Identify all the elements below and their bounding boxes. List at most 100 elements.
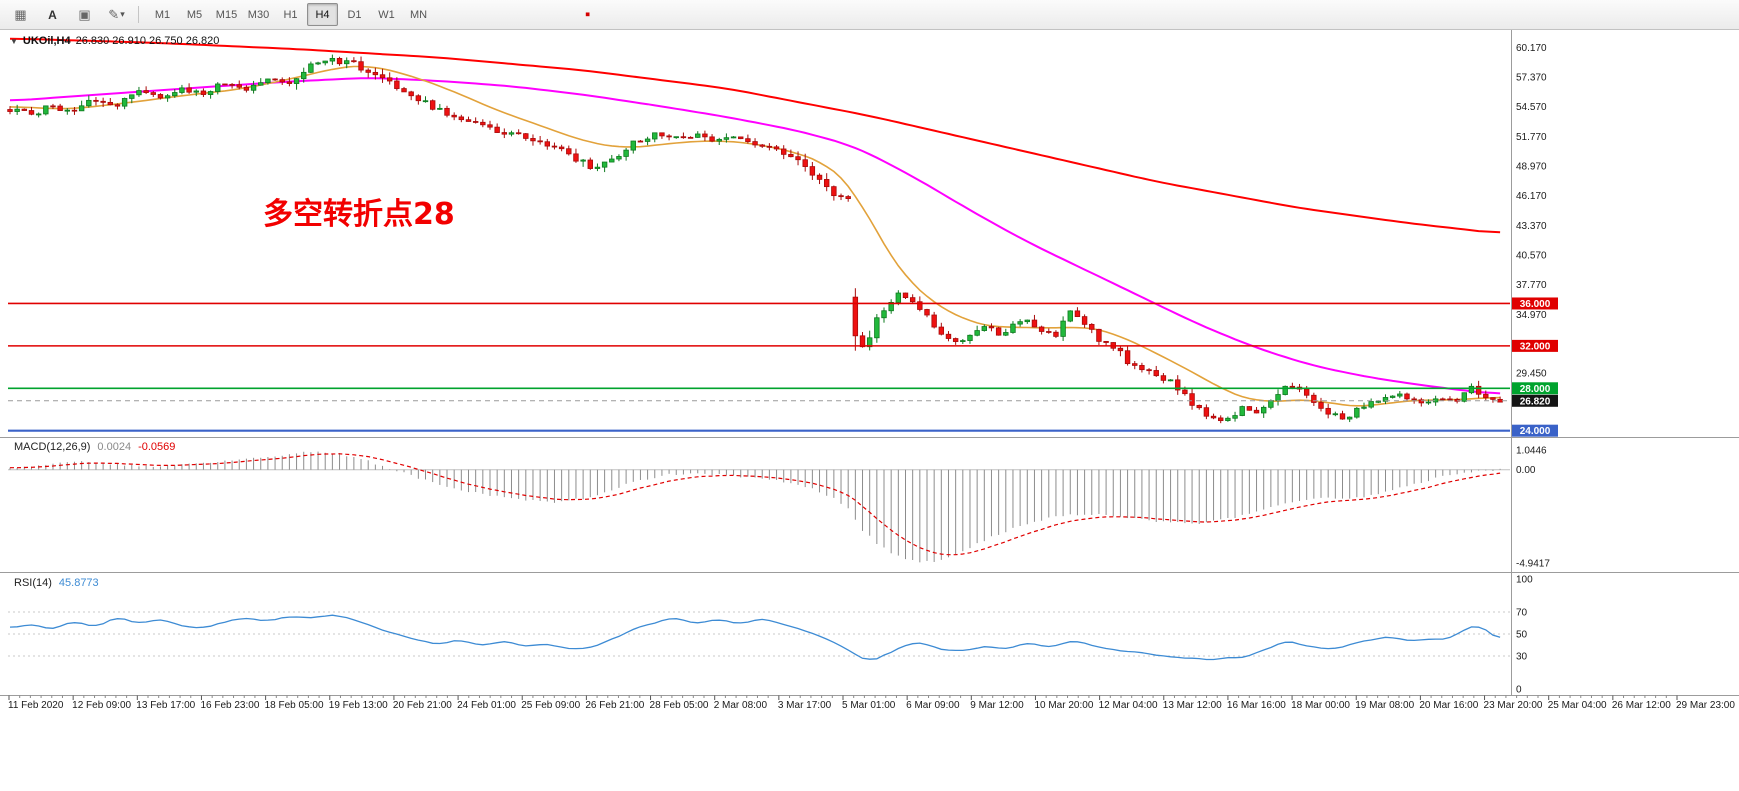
candle-body	[429, 100, 436, 110]
draw-tool-button[interactable]: ✎ ▾	[101, 3, 132, 26]
timeframe-button-m1[interactable]: M1	[154, 8, 171, 21]
candle-body	[809, 166, 816, 176]
candle-body	[394, 80, 400, 89]
candle-body	[759, 144, 765, 147]
price-tag-box	[1512, 424, 1558, 437]
candle-body	[93, 99, 99, 102]
text-tool-button[interactable]: A	[37, 3, 68, 26]
time-axis-label: 11 Feb 2020	[8, 700, 64, 711]
candle-body	[1397, 393, 1403, 397]
grid-button[interactable]: ▦	[5, 3, 36, 26]
candle-body	[1225, 417, 1231, 422]
panel-button[interactable]: ▣	[69, 3, 100, 26]
timeframe-button-w1[interactable]: W1	[378, 8, 395, 21]
candle-body	[859, 335, 866, 348]
candle-body	[702, 133, 708, 138]
price-scale-background	[1511, 30, 1739, 695]
candle-body	[874, 317, 880, 339]
timeframe-button-h1[interactable]: H1	[283, 8, 298, 21]
time-axis-label: 29 Mar 23:00	[1676, 700, 1735, 711]
candle-body	[1325, 407, 1331, 415]
candle-body	[573, 153, 579, 162]
candle-body	[566, 148, 572, 155]
candle-body	[616, 156, 622, 160]
candle-body	[86, 99, 92, 107]
candle-body	[401, 88, 407, 93]
candle-body	[207, 91, 214, 95]
candle-body	[508, 132, 515, 135]
candle-body	[995, 327, 1002, 336]
candle-body	[329, 57, 336, 62]
candle-body	[601, 161, 608, 168]
price-tag-box	[1512, 297, 1558, 310]
candle-body	[723, 137, 730, 140]
time-axis-label: 3 Mar 17:00	[778, 700, 832, 711]
candle-body	[816, 174, 823, 180]
chart-canvas[interactable]: 60.170 57.370 54.570 51.770 48.970 46.170 43.3…	[0, 30, 1739, 791]
candle-body	[1182, 389, 1188, 395]
time-axis-label: 28 Feb 05:00	[650, 700, 709, 711]
candle-body	[594, 166, 601, 169]
candle-body	[1232, 415, 1238, 419]
toolbar-separator	[138, 6, 139, 23]
candle-body	[279, 79, 285, 83]
candle-body	[365, 69, 371, 73]
candle-body	[200, 90, 207, 95]
candle-body	[523, 133, 529, 139]
candle-body	[981, 326, 988, 331]
candle-body	[444, 107, 450, 116]
candle-body	[143, 90, 149, 93]
candle-body	[179, 87, 185, 93]
candle-body	[1404, 393, 1410, 400]
candle-body	[1139, 365, 1145, 371]
candle-body	[680, 136, 687, 139]
time-axis-label: 13 Feb 17:00	[136, 700, 195, 711]
candle-body	[931, 314, 937, 328]
price-axis-label: 57.370	[1516, 72, 1547, 83]
candle-body	[1354, 407, 1360, 418]
timeframe-button-m15[interactable]: M15	[215, 8, 238, 21]
candle-body	[1017, 321, 1023, 325]
chart-annotation-text[interactable]: 多空转折点28	[263, 197, 455, 232]
candle-body	[121, 98, 128, 107]
candle-body	[336, 57, 343, 65]
candle-body	[28, 110, 35, 115]
red-marker-icon[interactable]: ▪	[585, 6, 591, 23]
time-axis-label: 9 Mar 12:00	[970, 700, 1024, 711]
timeframe-button-m30[interactable]: M30	[247, 8, 270, 21]
candle-body	[229, 83, 235, 86]
candle-body	[1368, 401, 1374, 408]
candle-body	[1339, 413, 1346, 420]
candle-body	[451, 114, 457, 118]
rsi-line	[9, 614, 1501, 661]
candle-body	[1117, 347, 1124, 352]
candle-body	[150, 92, 156, 95]
timeframe-button-mn[interactable]: MN	[409, 8, 428, 21]
candle-body	[301, 71, 307, 80]
price-axis-label: 54.570	[1516, 102, 1547, 113]
candle-body	[1239, 406, 1245, 416]
candle-body	[745, 138, 751, 142]
candle-body	[1361, 406, 1367, 409]
collapse-arrow-icon[interactable]: ▼	[10, 36, 18, 46]
timeframe-button-h4[interactable]: H4	[307, 3, 338, 26]
macd-signal-line	[10, 453, 1501, 556]
candle-body	[845, 196, 851, 199]
price-axis-label: 46.170	[1516, 191, 1547, 202]
timeframe-button-m5[interactable]: M5	[186, 8, 203, 21]
timeframe-button-d1[interactable]: D1	[347, 8, 362, 21]
candle-body	[1253, 409, 1260, 414]
candle-body	[967, 334, 973, 341]
candle-body	[831, 186, 837, 197]
candle-body	[465, 119, 472, 122]
draw-tool-icon: ✎	[108, 7, 120, 22]
candle-body	[35, 113, 42, 116]
candle-body	[344, 60, 350, 65]
candle-body	[1189, 393, 1195, 406]
candle-body	[157, 94, 164, 99]
candle-body	[623, 149, 629, 157]
candle-body	[437, 107, 443, 110]
price-tag: 24.000	[1520, 426, 1551, 437]
candle-body	[952, 338, 959, 342]
time-axis-label: 24 Feb 01:00	[457, 700, 516, 711]
